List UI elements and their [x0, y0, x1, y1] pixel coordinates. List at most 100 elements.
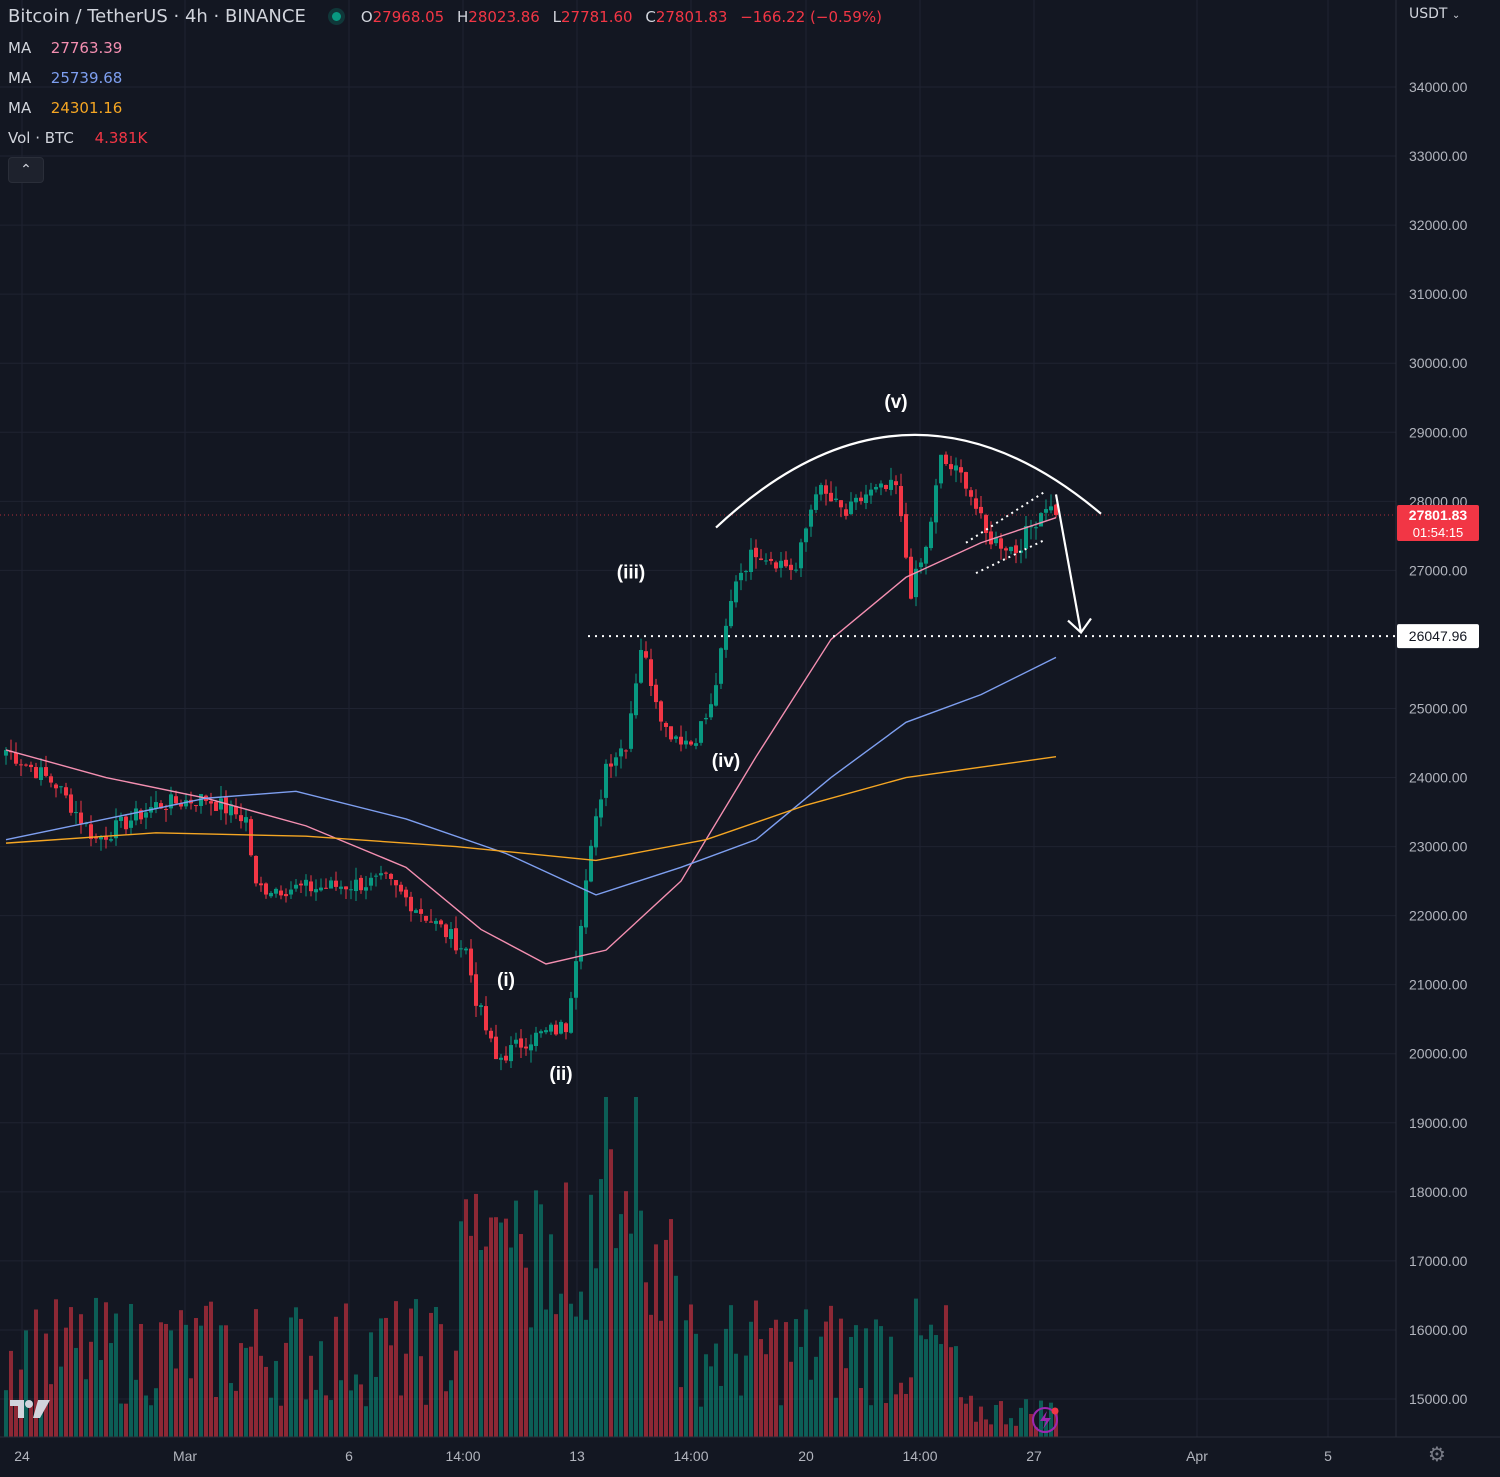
volume-bar — [934, 1335, 938, 1437]
indicator-volume[interactable]: Vol · BTC 4.381K — [8, 129, 890, 147]
volume-bar — [104, 1302, 108, 1437]
volume-bar — [419, 1356, 423, 1437]
currency-selector[interactable]: USDT ⌄ — [1409, 6, 1460, 22]
price-tick-label: 20000.00 — [1409, 1046, 1468, 1062]
indicator-ma-fast[interactable]: MA 27763.39 — [8, 39, 890, 57]
candle-body — [254, 855, 258, 884]
currency-label: USDT — [1409, 6, 1448, 22]
candle-body — [234, 806, 238, 815]
volume-bar — [334, 1316, 338, 1437]
price-tick-label: 24000.00 — [1409, 770, 1468, 786]
volume-bar — [559, 1293, 563, 1437]
candle-body — [754, 547, 758, 558]
volume-bar — [839, 1318, 843, 1437]
volume-bar — [444, 1391, 448, 1437]
candle-body — [124, 816, 128, 830]
volume-bar — [879, 1326, 883, 1437]
candle-body — [684, 740, 688, 745]
lightning-bolt-icon — [1040, 1411, 1051, 1429]
chart-settings-gear-icon[interactable]: ⚙ — [1428, 1442, 1446, 1466]
volume-bar — [264, 1366, 268, 1437]
candle-body — [814, 494, 818, 510]
volume-bar — [1044, 1417, 1048, 1437]
candle-body — [359, 877, 363, 891]
volume-bar — [614, 1248, 618, 1437]
candle-body — [1039, 513, 1043, 527]
indicator-ma-mid[interactable]: MA 25739.68 — [8, 69, 890, 87]
candle-body — [869, 489, 873, 496]
candle-body — [424, 915, 428, 921]
volume-bar — [24, 1330, 28, 1437]
candle-body — [1014, 545, 1018, 553]
volume-bar — [889, 1336, 893, 1437]
candle-body — [944, 454, 948, 464]
volume-bar — [894, 1394, 898, 1437]
candle-body — [159, 803, 163, 809]
volume-bar — [609, 1149, 613, 1437]
candle-body — [329, 880, 333, 889]
volume-bar — [814, 1356, 818, 1437]
ohlc-high-key: H — [457, 7, 469, 26]
indicator-ma-slow[interactable]: MA 24301.16 — [8, 99, 890, 117]
volume-bar — [499, 1222, 503, 1437]
volume-bar — [389, 1345, 393, 1437]
price-tick-label: 31000.00 — [1409, 286, 1468, 302]
volume-bar — [489, 1217, 493, 1437]
volume-bar — [729, 1305, 733, 1437]
volume-bar — [969, 1395, 973, 1437]
candle-body — [819, 484, 823, 495]
candle-body — [539, 1031, 543, 1034]
symbol-title[interactable]: Bitcoin / TetherUS · 4h · BINANCE — [8, 6, 306, 27]
candle-body — [954, 465, 958, 471]
volume-bar — [209, 1301, 213, 1437]
volume-bar — [89, 1341, 93, 1437]
candle-body — [494, 1036, 498, 1060]
candle-body — [404, 889, 408, 898]
wave-label: (iv) — [712, 751, 741, 772]
candle-body — [844, 509, 848, 516]
volume-bar — [679, 1387, 683, 1437]
candle-body — [414, 910, 418, 913]
volume-bar — [239, 1343, 243, 1437]
candle-body — [564, 1023, 568, 1033]
candle-body — [584, 880, 588, 928]
volume-bar — [479, 1249, 483, 1437]
volume-bar — [784, 1322, 788, 1437]
volume-bar — [914, 1298, 918, 1437]
volume-bar — [184, 1324, 188, 1437]
candle-body — [984, 515, 988, 533]
candle-body — [79, 812, 83, 824]
time-tick-label: 20 — [798, 1448, 814, 1464]
volume-bar — [69, 1307, 73, 1437]
volume-bar — [629, 1233, 633, 1437]
price-tick-label: 25000.00 — [1409, 700, 1468, 716]
candle-body — [554, 1024, 558, 1035]
candle-body — [864, 494, 868, 503]
candle-body — [479, 1005, 483, 1007]
volume-bar — [344, 1303, 348, 1437]
volume-bar — [394, 1301, 398, 1437]
candle-body — [144, 812, 148, 818]
candle-body — [604, 763, 608, 798]
collapse-legend-button[interactable]: ⌃ — [8, 157, 44, 183]
volume-bar — [164, 1323, 168, 1437]
volume-bar — [989, 1424, 993, 1437]
time-tick-label: 27 — [1026, 1448, 1042, 1464]
volume-bar — [34, 1309, 38, 1437]
candle-body — [334, 880, 338, 887]
volume-bar — [469, 1235, 473, 1437]
volume-bar — [369, 1332, 373, 1437]
volume-bar — [659, 1320, 663, 1437]
tradingview-logo-icon[interactable] — [8, 1396, 52, 1422]
candle-body — [789, 564, 793, 570]
candle-body — [964, 472, 968, 489]
candle-body — [739, 572, 743, 581]
candle-body — [994, 537, 998, 544]
volume-bar — [279, 1405, 283, 1437]
candle-body — [779, 560, 783, 568]
candle-body — [504, 1055, 508, 1061]
volume-bar — [944, 1305, 948, 1437]
candle-body — [874, 486, 878, 490]
candle-body — [794, 569, 798, 571]
